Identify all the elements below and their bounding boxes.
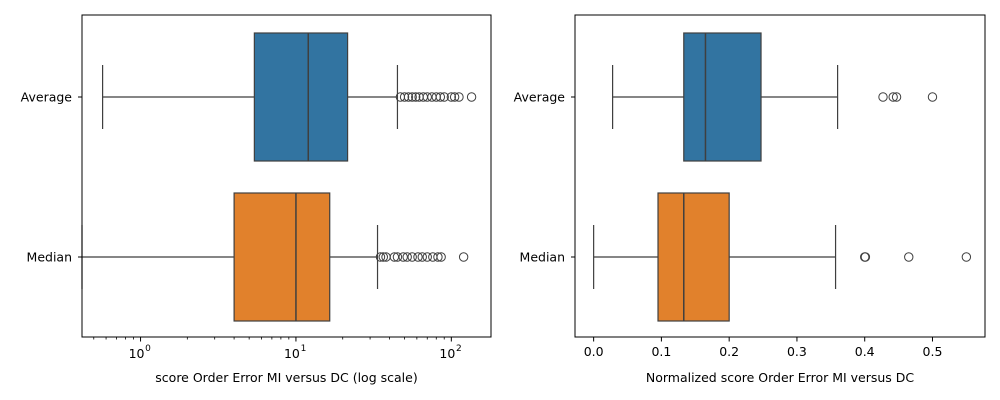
x-tick-label: 0.3 <box>787 344 807 359</box>
y-tick-label: Median <box>520 250 565 265</box>
outlier-point <box>378 252 389 262</box>
x-axis-label: score Order Error MI versus DC (log scal… <box>155 370 417 385</box>
y-tick-label: Average <box>514 90 566 105</box>
x-tick-exponent: 0 <box>145 344 151 354</box>
outlier-point <box>466 92 477 102</box>
outlier-point <box>435 92 446 102</box>
outlier-point <box>392 252 403 262</box>
outlier-point <box>439 92 449 102</box>
outlier-point <box>446 92 457 102</box>
x-tick-label: 10 <box>129 346 145 361</box>
outlier-point <box>399 92 410 102</box>
y-tick-label: Average <box>21 90 73 105</box>
series-median <box>81 192 469 322</box>
x-tick-label: 0.0 <box>584 344 604 359</box>
x-axis-label: Normalized score Order Error MI versus D… <box>646 370 915 385</box>
outlier-point <box>403 92 414 102</box>
box-iqr <box>253 32 349 162</box>
outlier-point <box>458 252 469 262</box>
outlier-point <box>413 252 423 262</box>
outlier-point <box>891 92 902 102</box>
outlier-point <box>433 252 443 262</box>
outlier-point <box>417 252 427 262</box>
x-tick-label: 0.4 <box>855 344 875 359</box>
box-iqr <box>683 32 762 162</box>
outlier-point <box>449 92 460 102</box>
plot-frame <box>81 14 492 338</box>
outlier-point <box>375 252 386 262</box>
series-median <box>593 192 972 322</box>
right-boxplot-chart: Average Median 0.0 0.1 0.2 0.3 0.4 0.5 Normalize… <box>514 14 986 385</box>
x-tick-label: 0.1 <box>651 344 671 359</box>
x-tick-exponent: 2 <box>456 344 462 354</box>
outlier-point <box>407 252 417 262</box>
box-iqr <box>657 192 730 322</box>
outlier-point <box>402 252 412 262</box>
outlier-point <box>428 252 438 262</box>
x-tick-label: 0.5 <box>923 344 943 359</box>
outlier-point <box>904 252 914 262</box>
x-tick-label: 0.2 <box>719 344 739 359</box>
x-tick-label: 10 <box>439 346 455 361</box>
y-tick-label: Median <box>27 250 72 265</box>
series-average <box>102 32 477 162</box>
outlier-point <box>860 252 871 262</box>
outlier-point <box>878 92 888 102</box>
outlier-point <box>454 92 464 102</box>
box-iqr <box>233 192 331 322</box>
x-tick-label: 10 <box>284 346 300 361</box>
outlier-point <box>411 92 421 102</box>
outlier-point <box>422 92 432 102</box>
x-tick-exponent: 1 <box>301 344 307 354</box>
outlier-point <box>961 252 972 262</box>
series-average <box>612 32 938 162</box>
outlier-point <box>398 252 408 262</box>
outlier-point <box>407 92 417 102</box>
outlier-point <box>927 92 938 102</box>
outlier-point <box>436 252 446 262</box>
outlier-point <box>888 92 898 102</box>
outlier-point <box>422 252 432 262</box>
plot-frame <box>574 14 986 338</box>
